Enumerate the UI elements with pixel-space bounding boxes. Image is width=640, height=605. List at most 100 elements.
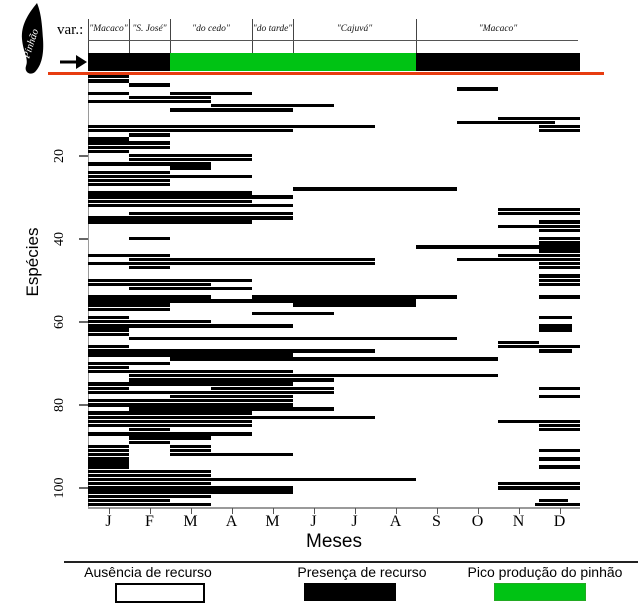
presence-bar bbox=[88, 490, 293, 494]
presence-bar bbox=[88, 403, 293, 407]
presence-bar bbox=[539, 237, 580, 241]
presence-bar bbox=[170, 444, 211, 449]
presence-bar bbox=[170, 108, 293, 112]
presence-bar bbox=[129, 336, 457, 341]
y-tick-label: 100 bbox=[52, 477, 67, 499]
presence-bar bbox=[88, 482, 211, 486]
presence-bar bbox=[88, 432, 252, 436]
legend-swatch-absence bbox=[115, 583, 205, 603]
x-axis-title: Meses bbox=[306, 531, 362, 552]
presence-bar bbox=[129, 436, 211, 440]
presence-bar bbox=[88, 91, 129, 95]
y-axis-line bbox=[88, 75, 89, 508]
presence-bar bbox=[498, 212, 580, 216]
legend-label-absence: Ausência de recurso bbox=[84, 564, 212, 580]
presence-bar bbox=[88, 399, 293, 403]
presence-bar bbox=[88, 332, 129, 336]
presence-bar bbox=[88, 448, 129, 453]
presence-bar bbox=[129, 158, 252, 162]
presence-bar bbox=[88, 353, 293, 357]
presence-bar bbox=[88, 419, 252, 424]
presence-bar bbox=[88, 307, 170, 311]
legend-label-peak: Pico produção do pinhão bbox=[467, 564, 623, 580]
presence-bar bbox=[88, 369, 293, 374]
pinhao-seed-icon: Pinhão bbox=[21, 3, 44, 74]
presence-bar bbox=[129, 286, 252, 291]
presence-bar bbox=[539, 241, 580, 245]
presence-bar bbox=[88, 162, 211, 166]
variety-divider bbox=[416, 19, 417, 53]
presence-bar bbox=[129, 133, 170, 137]
presence-bar bbox=[88, 498, 170, 503]
presence-bar bbox=[88, 149, 129, 154]
presence-bar bbox=[498, 486, 580, 490]
y-tick bbox=[79, 403, 88, 406]
month-label: O bbox=[471, 513, 484, 530]
presence-bar bbox=[129, 212, 293, 216]
x-tick bbox=[149, 508, 151, 514]
presence-bar bbox=[88, 79, 129, 83]
presence-bar bbox=[88, 324, 293, 328]
legend-divider-line bbox=[64, 561, 638, 563]
presence-bar bbox=[88, 99, 211, 104]
presence-bar bbox=[88, 253, 170, 257]
presence-bar bbox=[88, 320, 211, 324]
presence-bar bbox=[170, 394, 293, 399]
presence-bar bbox=[539, 448, 580, 453]
pinhao-presence-segment bbox=[416, 53, 580, 71]
presence-bar bbox=[88, 75, 129, 79]
month-label: N bbox=[512, 513, 525, 530]
presence-bar bbox=[88, 345, 129, 349]
presence-bar bbox=[88, 486, 293, 490]
legend-swatch-peak bbox=[494, 583, 586, 601]
presence-bar bbox=[88, 195, 293, 199]
presence-bar bbox=[88, 461, 129, 465]
y-tick bbox=[79, 320, 88, 323]
presence-bar bbox=[88, 328, 129, 332]
presence-bar bbox=[88, 361, 170, 365]
presence-bar bbox=[88, 295, 211, 299]
presence-bar bbox=[88, 178, 170, 183]
red-separator-line bbox=[48, 71, 604, 75]
presence-bar bbox=[539, 386, 580, 390]
presence-bar bbox=[88, 278, 252, 282]
presence-bar bbox=[88, 453, 129, 457]
presence-bar bbox=[88, 315, 129, 320]
month-label: J bbox=[105, 513, 112, 530]
presence-bar bbox=[539, 498, 568, 503]
month-label: A bbox=[225, 513, 238, 530]
x-axis-line bbox=[88, 507, 580, 509]
presence-bar bbox=[211, 104, 334, 108]
presence-bar bbox=[539, 394, 580, 399]
presence-bar bbox=[129, 428, 170, 432]
presence-bar bbox=[129, 95, 211, 100]
presence-bar bbox=[88, 220, 252, 224]
presence-bar bbox=[88, 494, 211, 498]
presence-bar bbox=[88, 390, 334, 395]
presence-bar bbox=[88, 261, 375, 266]
variety-divider bbox=[88, 19, 89, 53]
presence-bar bbox=[539, 124, 580, 129]
presence-bar bbox=[170, 448, 211, 453]
y-tick bbox=[79, 237, 88, 240]
presence-bar bbox=[416, 245, 580, 249]
x-tick bbox=[395, 508, 397, 514]
presence-bar bbox=[539, 274, 580, 278]
presence-bar bbox=[539, 228, 580, 233]
pinhao-presence-segment bbox=[88, 53, 170, 71]
month-label: F bbox=[145, 513, 154, 530]
y-tick bbox=[79, 154, 88, 157]
variety-divider bbox=[170, 19, 171, 53]
presence-bar bbox=[88, 124, 375, 129]
variety-label: "S. José" bbox=[132, 24, 167, 34]
presence-bar bbox=[88, 282, 211, 287]
variety-label: "do tarde" bbox=[252, 24, 293, 34]
presence-bar bbox=[129, 378, 334, 382]
month-label: M bbox=[183, 513, 198, 530]
presence-bar bbox=[293, 303, 416, 307]
presence-bar bbox=[88, 473, 211, 478]
month-label: S bbox=[432, 513, 441, 530]
presence-bar bbox=[539, 428, 580, 432]
presence-bar bbox=[539, 315, 572, 320]
presence-bar bbox=[88, 477, 416, 482]
